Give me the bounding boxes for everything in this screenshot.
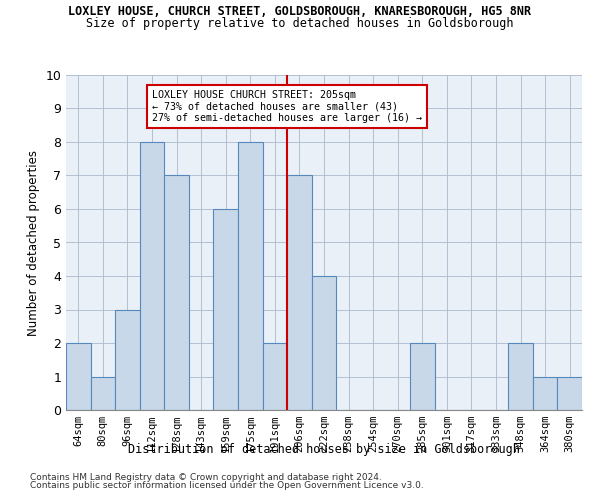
Bar [164,176,189,410]
Bar [508,343,533,410]
Text: Contains public sector information licensed under the Open Government Licence v3: Contains public sector information licen… [30,481,424,490]
Bar [140,142,164,410]
Text: LOXLEY HOUSE, CHURCH STREET, GOLDSBOROUGH, KNARESBOROUGH, HG5 8NR: LOXLEY HOUSE, CHURCH STREET, GOLDSBOROUG… [68,5,532,18]
Bar [533,376,557,410]
Bar [263,343,287,410]
Bar [115,310,140,410]
Text: Distribution of detached houses by size in Goldsborough: Distribution of detached houses by size … [128,442,520,456]
Bar [410,343,434,410]
Text: Contains HM Land Registry data © Crown copyright and database right 2024.: Contains HM Land Registry data © Crown c… [30,472,382,482]
Bar [287,176,312,410]
Bar [557,376,582,410]
Bar [312,276,336,410]
Text: LOXLEY HOUSE CHURCH STREET: 205sqm
← 73% of detached houses are smaller (43)
27%: LOXLEY HOUSE CHURCH STREET: 205sqm ← 73%… [152,90,422,124]
Text: Size of property relative to detached houses in Goldsborough: Size of property relative to detached ho… [86,18,514,30]
Bar [238,142,263,410]
Bar [66,343,91,410]
Bar [91,376,115,410]
Bar [214,209,238,410]
Y-axis label: Number of detached properties: Number of detached properties [27,150,40,336]
